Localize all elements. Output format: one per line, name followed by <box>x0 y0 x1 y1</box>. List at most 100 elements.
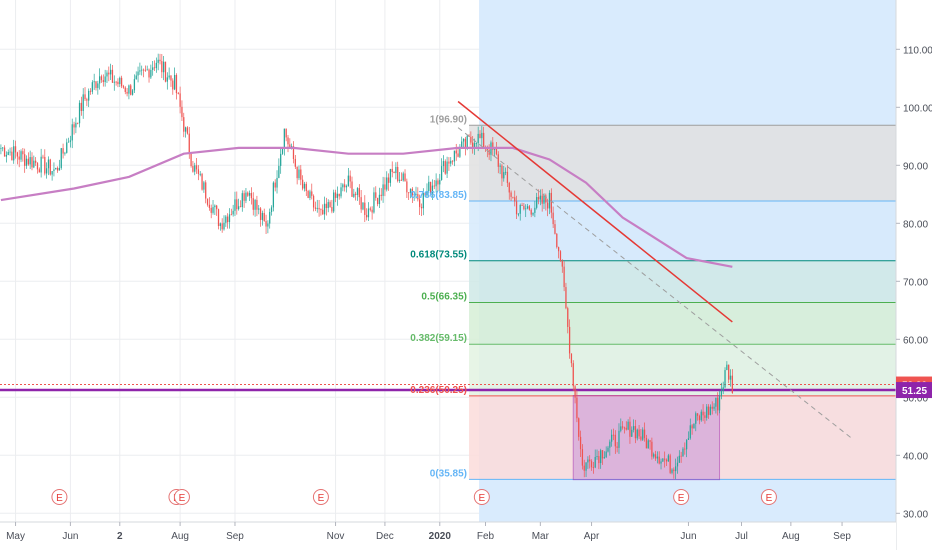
candle-body <box>565 287 567 309</box>
candle-body <box>146 69 148 71</box>
time-tick-label: Sep <box>226 531 244 542</box>
candle-body <box>556 233 558 248</box>
candle-body <box>305 183 307 191</box>
candle-body <box>22 151 24 155</box>
candle-body <box>97 83 99 88</box>
candle-body <box>164 61 167 82</box>
earnings-marker-circle <box>673 489 690 505</box>
price-tick-label: 30.00 <box>903 509 928 520</box>
candle-body <box>578 418 580 437</box>
price-tick-label: 90.00 <box>903 161 928 172</box>
candle-body <box>333 192 335 212</box>
candle-body <box>274 182 276 188</box>
projection-line <box>457 127 852 439</box>
candle-body <box>106 72 108 77</box>
candle-body <box>614 434 616 447</box>
candle-body <box>316 207 318 209</box>
candle-body <box>479 133 481 139</box>
earnings-marker-label: E <box>318 493 325 504</box>
candle-body <box>585 462 587 471</box>
candle-body <box>13 146 15 161</box>
candle-body <box>117 81 119 85</box>
candle-body <box>623 427 626 429</box>
candle-body <box>406 181 408 193</box>
candle-body <box>437 180 439 185</box>
candle-body <box>3 147 6 157</box>
candle-body <box>481 132 483 139</box>
candle-body <box>453 150 456 162</box>
candle-body <box>404 173 406 182</box>
fib-level-label: 0.382(59.15) <box>410 333 467 344</box>
candle-body <box>731 375 733 394</box>
candle-body <box>698 415 701 421</box>
candle-body <box>329 202 331 208</box>
candle-body <box>687 438 690 440</box>
candle-body <box>298 169 300 179</box>
candle-body <box>133 79 136 91</box>
candle-body <box>477 133 479 144</box>
candle-body <box>327 202 329 209</box>
candle-body <box>314 207 317 209</box>
candle-body <box>322 209 324 215</box>
candle-body <box>318 207 320 210</box>
candle-body <box>239 206 242 208</box>
candle-body <box>130 85 132 95</box>
candle-body <box>67 141 70 143</box>
candle-body <box>696 413 699 416</box>
time-tick-label: Apr <box>584 531 600 542</box>
candle-body <box>5 154 8 157</box>
candle-body <box>194 165 196 172</box>
candle-body <box>444 161 446 174</box>
candle-body <box>77 122 79 124</box>
candle-body <box>653 454 655 457</box>
candle-body <box>620 426 622 431</box>
candle-body <box>574 386 576 398</box>
time-tick-label: Dec <box>376 531 394 542</box>
candle-body <box>212 207 214 213</box>
candle-body <box>155 62 157 69</box>
candle-body <box>323 203 326 215</box>
candle-body <box>157 59 159 63</box>
candle-body <box>183 117 185 132</box>
price-axis[interactable]: 110.00 100.00 90.00 80.00 70.00 60.00 50.00 40.… <box>895 0 932 550</box>
candle-body <box>163 61 165 73</box>
candle-body <box>554 224 556 234</box>
candle-body <box>720 390 723 397</box>
candle-body <box>612 434 615 436</box>
candle-body <box>344 184 346 188</box>
candle-body <box>35 160 37 163</box>
candle-body <box>576 397 578 419</box>
candle-body <box>250 192 253 199</box>
time-axis[interactable]: May Jun 2 Aug Sep Nov Dec 2020 Feb Mar Apr Jun Jul Au… <box>0 521 896 550</box>
candle-body <box>278 165 280 178</box>
candle-body <box>501 165 503 179</box>
candle-body <box>391 168 393 172</box>
candle-body <box>347 175 349 187</box>
candle-body <box>301 179 304 189</box>
candle-body <box>472 142 474 148</box>
candle-body <box>135 75 137 80</box>
candle-body <box>552 212 554 225</box>
candle-body <box>393 171 395 174</box>
candle-body <box>548 192 551 209</box>
candle-body <box>38 169 40 173</box>
candle-body <box>492 142 494 150</box>
candle-body <box>428 181 430 191</box>
candle-body <box>75 122 77 128</box>
candle-body <box>281 149 284 154</box>
candle-body <box>49 159 51 175</box>
candle-body <box>51 171 53 175</box>
candle-body <box>128 85 130 94</box>
candle-body <box>675 466 677 472</box>
earnings-marker-label: E <box>678 493 685 504</box>
fib-level-label: 0(35.85) <box>430 468 467 479</box>
candle-body <box>219 223 221 227</box>
candle-body <box>40 156 42 173</box>
candle-body <box>596 456 598 457</box>
candle-body <box>217 209 220 227</box>
candle-body <box>706 406 708 418</box>
candle-body <box>263 212 265 222</box>
candle-body <box>11 151 13 161</box>
time-axis-background <box>0 522 896 550</box>
